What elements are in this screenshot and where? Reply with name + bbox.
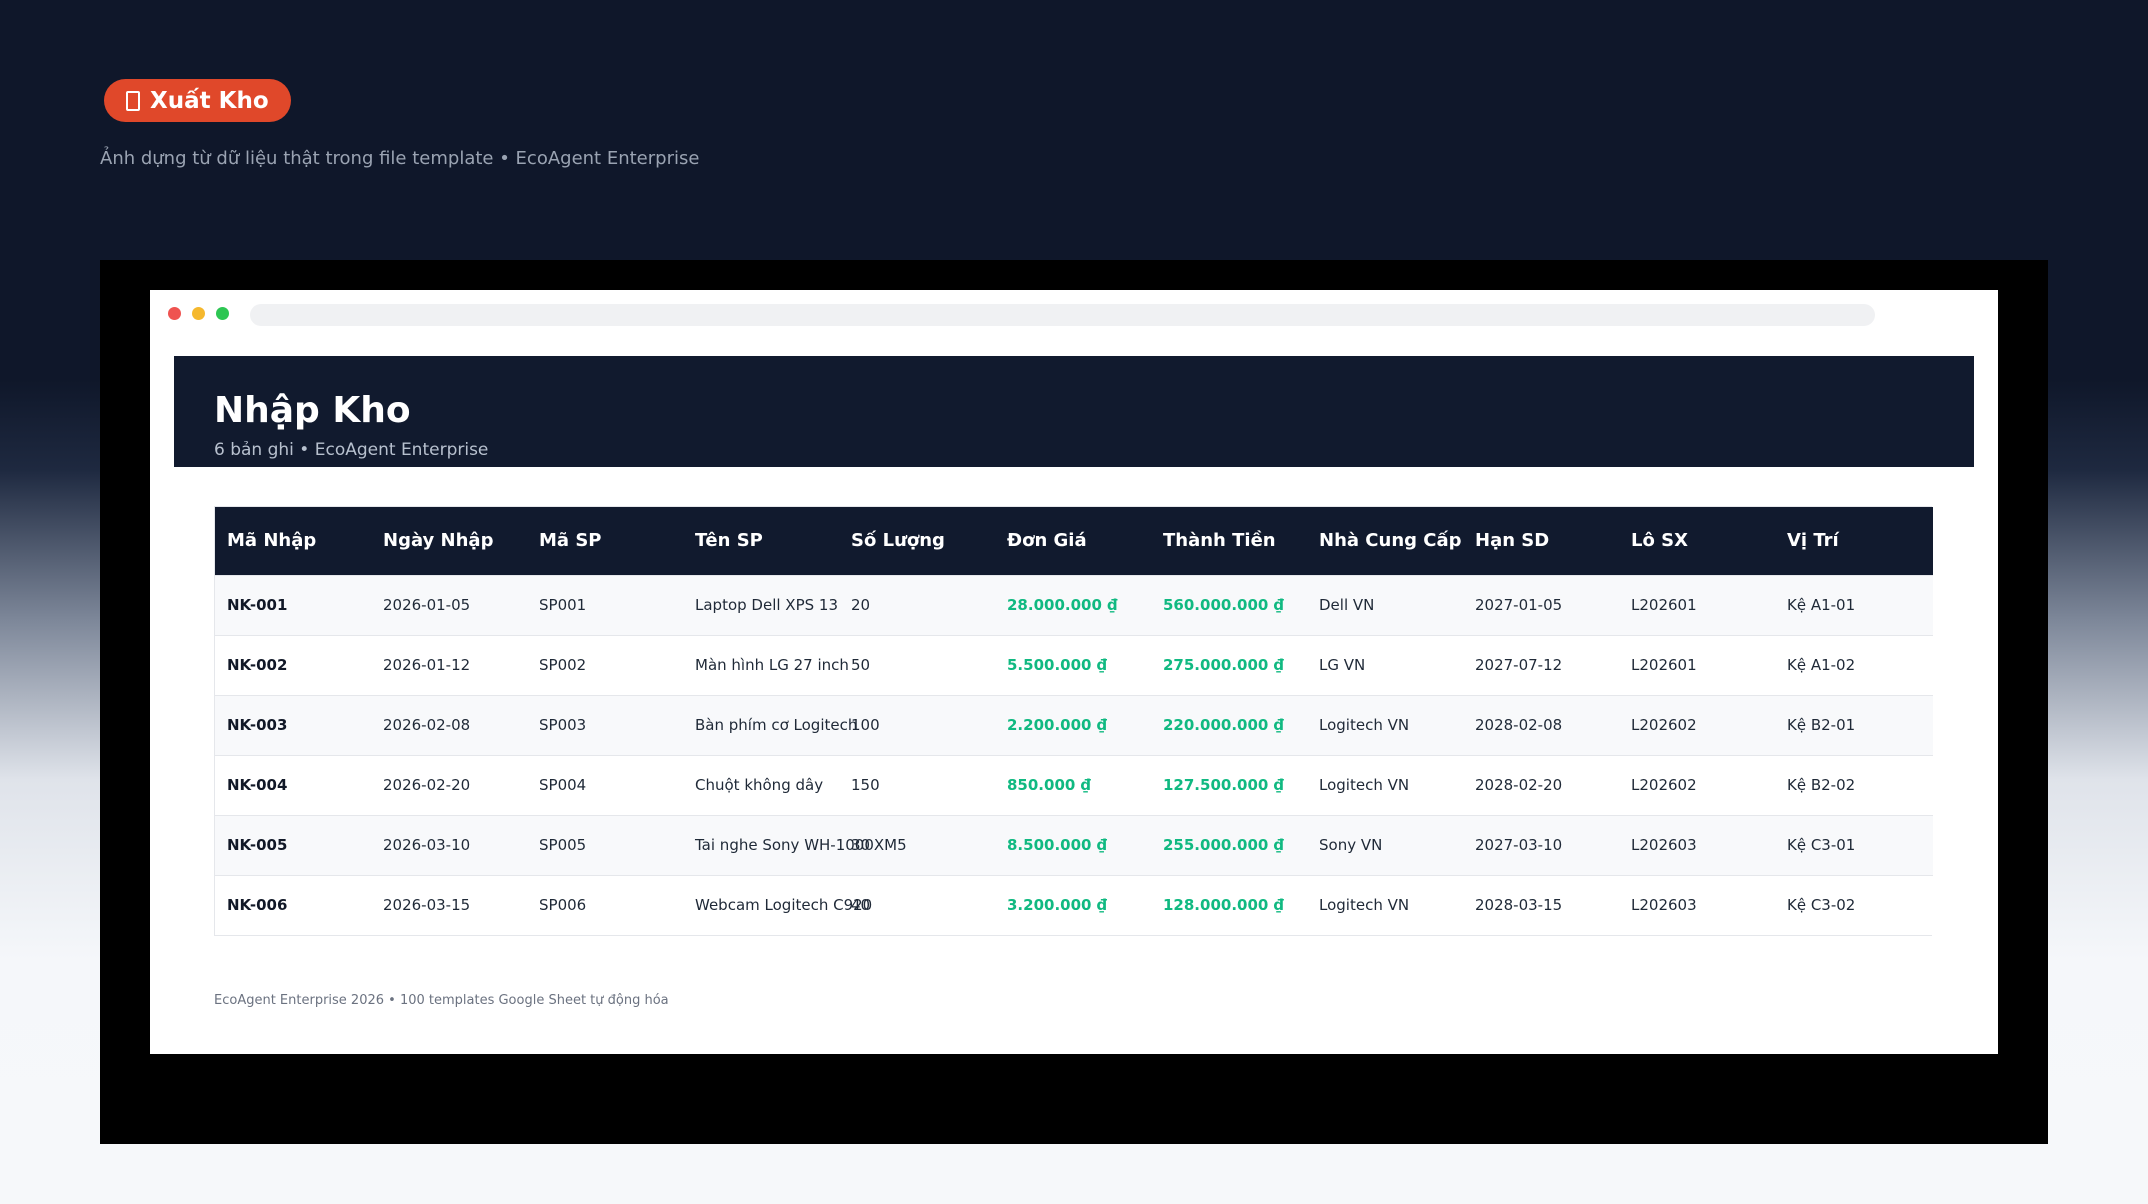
cell-thanh-tien: 560.000.000 ₫ [1163, 596, 1284, 614]
cell-don-gia: 2.200.000 ₫ [1007, 716, 1108, 734]
cell-han-sd: 2027-03-10 [1475, 836, 1563, 854]
cell-han-sd: 2027-01-05 [1475, 596, 1563, 614]
cell-vi-tri: Kệ C3-02 [1787, 896, 1856, 915]
cell-so-luong: 30 [851, 836, 871, 854]
table-row[interactable]: NK-004 2026-02-20 SP004 Chuột không dây … [215, 755, 1933, 815]
column-header[interactable]: Mã Nhập [227, 530, 317, 552]
page-title: Nhập Kho [214, 390, 411, 431]
window-titlebar [150, 290, 1998, 332]
minimize-dot-icon[interactable] [192, 307, 205, 320]
cell-vi-tri: Kệ A1-02 [1787, 656, 1856, 674]
cell-ma-nhap: NK-004 [227, 776, 288, 794]
column-header[interactable]: Nhà Cung Cấp [1319, 530, 1462, 552]
column-header[interactable]: Đơn Giá [1007, 530, 1087, 552]
table-row[interactable]: NK-003 2026-02-08 SP003 Bàn phím cơ Logi… [215, 695, 1933, 755]
column-header[interactable]: Ngày Nhập [383, 530, 494, 552]
footer-note: EcoAgent Enterprise 2026 • 100 templates… [214, 993, 669, 1008]
cell-ma-nhap: NK-002 [227, 656, 288, 674]
cell-vi-tri: Kệ B2-02 [1787, 776, 1856, 794]
xuat-kho-button[interactable]: Xuất Kho [104, 79, 291, 122]
cell-han-sd: 2028-02-08 [1475, 716, 1563, 734]
cell-nha-cung-cap: Dell VN [1319, 596, 1375, 614]
cell-nha-cung-cap: Logitech VN [1319, 716, 1410, 734]
table-row[interactable]: NK-001 2026-01-05 SP001 Laptop Dell XPS … [215, 575, 1933, 635]
cell-ten-sp: Màn hình LG 27 inch [695, 656, 849, 674]
cell-ten-sp: Chuột không dây [695, 776, 824, 794]
cell-lo-sx: L202603 [1631, 836, 1697, 854]
cell-don-gia: 8.500.000 ₫ [1007, 836, 1108, 854]
cell-ngay-nhap: 2026-02-08 [383, 716, 471, 734]
sheet-header: Nhập Kho 6 bản ghi • EcoAgent Enterprise [174, 356, 1974, 467]
cell-ten-sp: Laptop Dell XPS 13 [695, 596, 838, 614]
record-count: 6 bản ghi • EcoAgent Enterprise [214, 440, 489, 460]
table-row[interactable]: NK-006 2026-03-15 SP006 Webcam Logitech … [215, 875, 1933, 935]
cell-han-sd: 2028-02-20 [1475, 776, 1563, 794]
cell-ten-sp: Tai nghe Sony WH-1000XM5 [695, 836, 907, 854]
cell-nha-cung-cap: Logitech VN [1319, 776, 1410, 794]
cell-ma-nhap: NK-001 [227, 596, 288, 614]
cell-lo-sx: L202601 [1631, 596, 1697, 614]
xuat-kho-label: Xuất Kho [150, 87, 269, 114]
table-row[interactable]: NK-005 2026-03-10 SP005 Tai nghe Sony WH… [215, 815, 1933, 875]
cell-vi-tri: Kệ A1-01 [1787, 596, 1856, 614]
cell-lo-sx: L202602 [1631, 716, 1697, 734]
cell-ten-sp: Webcam Logitech C920 [695, 896, 873, 915]
browser-window: Nhập Kho 6 bản ghi • EcoAgent Enterprise… [150, 290, 1998, 1054]
cell-so-luong: 150 [851, 776, 880, 794]
cell-vi-tri: Kệ B2-01 [1787, 716, 1856, 734]
cell-thanh-tien: 220.000.000 ₫ [1163, 716, 1284, 734]
cell-ngay-nhap: 2026-03-15 [383, 896, 471, 915]
cell-ma-sp: SP003 [539, 716, 587, 734]
column-header[interactable]: Hạn SD [1475, 530, 1550, 552]
cell-ma-sp: SP002 [539, 656, 587, 674]
cell-so-luong: 40 [851, 896, 871, 915]
cell-ma-nhap: NK-003 [227, 716, 288, 734]
page-subtitle: Ảnh dựng từ dữ liệu thật trong file temp… [100, 148, 700, 169]
column-header[interactable]: Thành Tiền [1163, 530, 1276, 552]
column-header[interactable]: Lô SX [1631, 530, 1688, 552]
cell-ngay-nhap: 2026-02-20 [383, 776, 471, 794]
cell-thanh-tien: 275.000.000 ₫ [1163, 656, 1284, 674]
cell-vi-tri: Kệ C3-01 [1787, 836, 1856, 854]
cell-ma-nhap: NK-006 [227, 896, 288, 915]
table-header-row: Mã Nhập Ngày Nhập Mã SP Tên SP Số Lượng … [215, 507, 1933, 575]
column-header[interactable]: Số Lượng [851, 530, 945, 552]
cell-nha-cung-cap: Sony VN [1319, 836, 1383, 854]
cell-ngay-nhap: 2026-01-12 [383, 656, 471, 674]
cell-so-luong: 100 [851, 716, 880, 734]
cell-ten-sp: Bàn phím cơ Logitech [695, 716, 858, 734]
maximize-dot-icon[interactable] [216, 307, 229, 320]
box-icon [126, 90, 140, 111]
cell-nha-cung-cap: Logitech VN [1319, 896, 1410, 915]
cell-ma-sp: SP001 [539, 596, 587, 614]
cell-don-gia: 3.200.000 ₫ [1007, 896, 1108, 915]
column-header[interactable]: Mã SP [539, 530, 602, 552]
cell-so-luong: 50 [851, 656, 871, 674]
cell-ngay-nhap: 2026-03-10 [383, 836, 471, 854]
cell-ngay-nhap: 2026-01-05 [383, 596, 471, 614]
cell-thanh-tien: 255.000.000 ₫ [1163, 836, 1284, 854]
cell-ma-sp: SP005 [539, 836, 587, 854]
cell-nha-cung-cap: LG VN [1319, 656, 1366, 674]
cell-don-gia: 5.500.000 ₫ [1007, 656, 1108, 674]
cell-ma-nhap: NK-005 [227, 836, 288, 854]
cell-han-sd: 2028-03-15 [1475, 896, 1563, 915]
close-dot-icon[interactable] [168, 307, 181, 320]
cell-so-luong: 20 [851, 596, 871, 614]
cell-lo-sx: L202602 [1631, 776, 1697, 794]
cell-don-gia: 28.000.000 ₫ [1007, 596, 1118, 614]
cell-thanh-tien: 127.500.000 ₫ [1163, 776, 1284, 794]
cell-ma-sp: SP006 [539, 896, 587, 915]
data-table: Mã Nhập Ngày Nhập Mã SP Tên SP Số Lượng … [214, 506, 1933, 936]
cell-thanh-tien: 128.000.000 ₫ [1163, 896, 1284, 915]
table-row[interactable]: NK-002 2026-01-12 SP002 Màn hình LG 27 i… [215, 635, 1933, 695]
column-header[interactable]: Vị Trí [1787, 530, 1839, 552]
cell-don-gia: 850.000 ₫ [1007, 776, 1091, 794]
cell-ma-sp: SP004 [539, 776, 587, 794]
column-header[interactable]: Tên SP [695, 530, 763, 552]
cell-lo-sx: L202601 [1631, 656, 1697, 674]
address-bar[interactable] [250, 304, 1875, 326]
cell-lo-sx: L202603 [1631, 896, 1697, 915]
cell-han-sd: 2027-07-12 [1475, 656, 1563, 674]
